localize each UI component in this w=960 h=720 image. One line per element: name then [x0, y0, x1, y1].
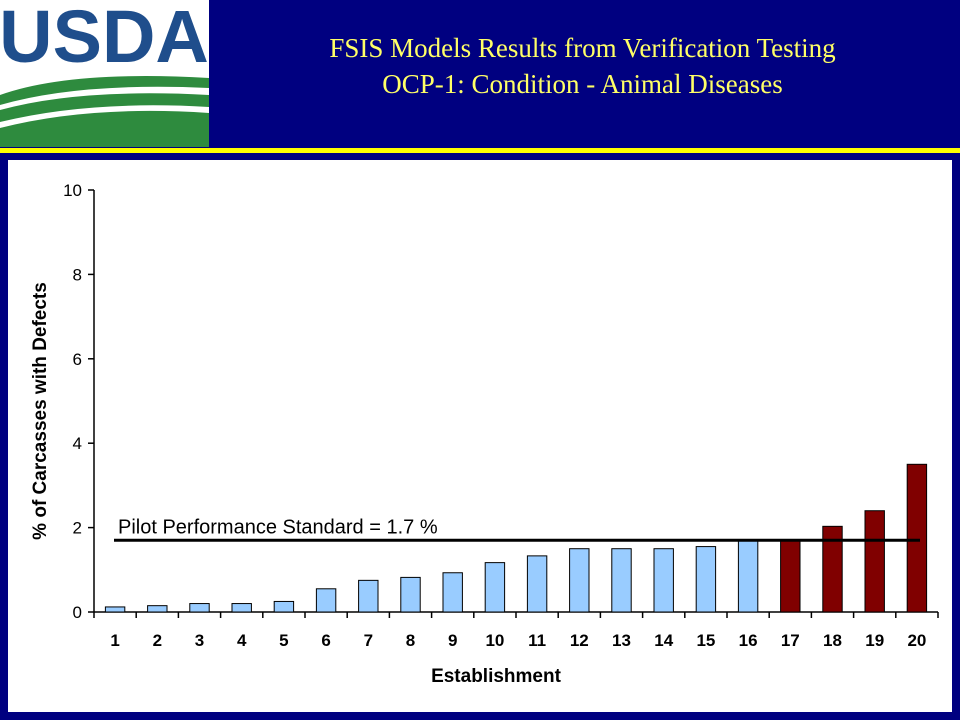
bar-establishment-7 [358, 579, 379, 613]
y-tick-label: 0 [73, 603, 82, 622]
usda-logo-text: USDA [0, 0, 209, 78]
title-divider [0, 148, 960, 153]
bar-establishment-1 [104, 606, 126, 613]
x-tick-label: 16 [739, 631, 758, 650]
logo-field-stripe-2 [0, 93, 209, 122]
bar-establishment-12 [569, 548, 590, 613]
x-tick-label: 9 [448, 631, 457, 650]
x-tick-label: 18 [823, 631, 842, 650]
bar-establishment-16 [737, 539, 759, 613]
x-tick-label: 12 [570, 631, 589, 650]
performance-standard-label: Pilot Performance Standard = 1.7 % [118, 516, 438, 538]
x-tick-label: 20 [907, 631, 926, 650]
x-tick-label: 4 [237, 631, 247, 650]
x-tick-label: 19 [865, 631, 884, 650]
bar-establishment-5 [273, 600, 295, 613]
x-tick-label: 11 [528, 631, 546, 650]
x-tick-label: 3 [195, 631, 204, 650]
y-tick-label: 10 [63, 181, 82, 200]
logo-field-stripe-1 [0, 76, 209, 105]
usda-logo-graphic: USDA [0, 0, 209, 147]
bar-establishment-8 [400, 576, 421, 613]
y-tick-label: 2 [73, 519, 82, 538]
x-tick-label: 1 [110, 631, 119, 650]
y-tick-label: 4 [73, 434, 82, 453]
bar-establishment-2 [147, 605, 168, 613]
bar-establishment-15 [695, 546, 717, 613]
usda-logo: USDA [0, 0, 209, 147]
bar-establishment-3 [189, 603, 210, 613]
x-tick-label: 2 [153, 631, 162, 650]
slide-title-line-2: OCP-1: Condition - Animal Diseases [382, 69, 783, 99]
chart-panel: 0 2 4 6 8 10 1 2 3 4 5 6 7 8 9 10 11 12 13 14 15 16 17 18 19 20 Pi… [8, 160, 952, 712]
slide-title: FSIS Models Results from Verification Te… [215, 30, 950, 102]
x-tick-label: 14 [654, 631, 673, 650]
bar-establishment-4 [231, 603, 252, 613]
x-tick-label: 6 [321, 631, 330, 650]
bar-establishment-14 [653, 548, 674, 613]
bar-establishment-10 [484, 562, 506, 613]
y-tick-label: 6 [73, 350, 82, 369]
x-tick-label: 13 [612, 631, 631, 650]
x-tick-label: 8 [406, 631, 415, 650]
bar-establishment-9 [442, 572, 463, 613]
bar-establishment-17 [780, 539, 801, 613]
y-axis-title: % of Carcasses with Defects [30, 282, 51, 540]
bar-establishment-6 [315, 588, 337, 613]
bar-establishment-11 [526, 555, 548, 613]
y-tick-label: 8 [73, 265, 82, 284]
bar-establishment-19 [864, 510, 885, 613]
bar-establishment-20 [906, 463, 928, 613]
x-tick-label: 15 [696, 631, 715, 650]
x-tick-label: 7 [364, 631, 373, 650]
x-tick-label: 17 [781, 631, 800, 650]
x-axis-title: Establishment [431, 666, 562, 687]
bar-establishment-18 [822, 525, 843, 613]
x-tick-label: 10 [485, 631, 504, 650]
slide-title-line-1: FSIS Models Results from Verification Te… [329, 33, 836, 63]
logo-field-stripe-3 [0, 110, 209, 147]
x-tick-label: 5 [279, 631, 288, 650]
bar-establishment-13 [611, 548, 632, 613]
